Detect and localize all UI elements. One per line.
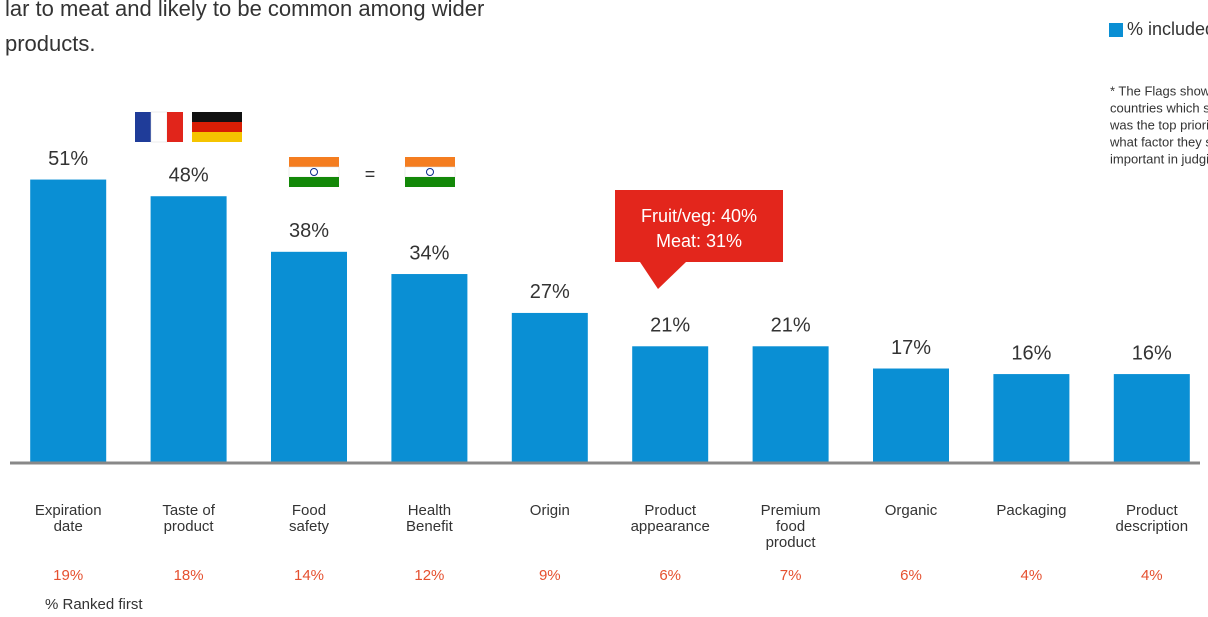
x-tick-label: Benefit — [406, 518, 454, 535]
flag-germany — [192, 112, 242, 142]
value-label: 34% — [409, 242, 449, 264]
value-label: 16% — [1132, 342, 1172, 364]
legend-label: % included in top 3 priorities — [1127, 19, 1208, 39]
value-label: 51% — [48, 148, 88, 170]
bar — [752, 346, 829, 463]
bar — [873, 368, 949, 463]
bar — [271, 251, 347, 463]
value-label: 38% — [289, 220, 329, 242]
note-line: * The Flags show those — [1110, 83, 1208, 98]
note-line: countries which said ‘Quality’ — [1110, 100, 1208, 115]
bar — [511, 312, 588, 463]
callout-line: Fruit/veg: 40% — [641, 206, 757, 226]
x-tick-label: Origin — [530, 502, 570, 519]
title-line: lar to meat and likely to be common amon… — [5, 0, 484, 21]
ranked-first-value: 4% — [1021, 567, 1043, 584]
x-tick-label: Health — [408, 502, 451, 519]
ranked-first-value: 19% — [53, 567, 83, 584]
ranked-first-value: 12% — [414, 567, 444, 584]
flag-india — [404, 157, 456, 187]
bar — [391, 274, 468, 463]
note-line: important in judging quality. — [1110, 151, 1208, 166]
x-tick-label: Taste of — [162, 502, 215, 519]
x-tick-label: appearance — [631, 518, 710, 535]
x-tick-label: Premium — [761, 502, 821, 519]
ranked-first-value: 18% — [174, 567, 204, 584]
ranked-first-value: 6% — [900, 567, 922, 584]
value-label: 16% — [1011, 342, 1051, 364]
ranked-first-value: 14% — [294, 567, 324, 584]
flag-france — [135, 111, 183, 143]
value-label: 27% — [530, 281, 570, 303]
ranked-first-value: 6% — [659, 567, 681, 584]
title-line: products. — [5, 31, 96, 56]
value-label: 17% — [891, 337, 931, 359]
ranked-first-value: 4% — [1141, 567, 1163, 584]
x-tick-label: date — [54, 518, 83, 535]
ranked-first-value: 7% — [780, 567, 802, 584]
legend-swatch — [1109, 23, 1123, 37]
x-tick-label: safety — [289, 518, 330, 535]
x-tick-label: Organic — [885, 502, 938, 519]
value-label: 21% — [771, 315, 811, 337]
bar — [30, 179, 107, 464]
callout-line: Meat: 31% — [656, 231, 742, 251]
value-label: 48% — [169, 165, 209, 187]
equals-sign: = — [365, 164, 376, 184]
x-tick-label: product — [766, 534, 817, 551]
bar — [1113, 374, 1190, 463]
x-tick-label: product — [164, 518, 215, 535]
x-tick-label: Product — [1126, 502, 1179, 519]
callout-box — [615, 190, 783, 289]
x-tick-label: description — [1116, 518, 1189, 535]
x-tick-label: Product — [644, 502, 697, 519]
flag-india — [288, 157, 340, 187]
ranked-first-value: 9% — [539, 567, 561, 584]
x-tick-label: food — [776, 518, 805, 535]
x-tick-label: Packaging — [996, 502, 1066, 519]
note: * The Flags show those countries which s… — [1109, 83, 1208, 166]
x-tick-label: Expiration — [35, 502, 102, 519]
x-tick-label: Food — [292, 502, 326, 519]
note-line: what factor they said was most — [1109, 134, 1208, 149]
note-line: was the top priority against — [1109, 117, 1208, 132]
bar — [150, 196, 227, 463]
bar — [993, 374, 1070, 463]
ranked-first-label: % Ranked first — [45, 596, 143, 613]
value-label: 21% — [650, 315, 690, 337]
bar — [632, 346, 709, 463]
